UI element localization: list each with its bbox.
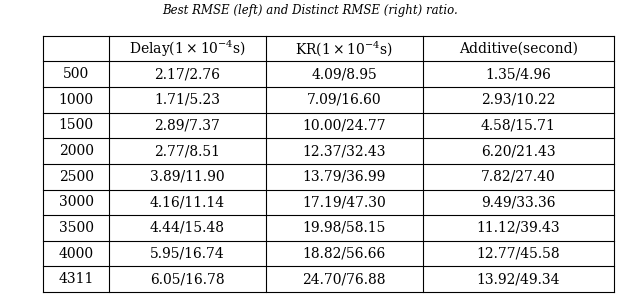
Text: 13.79/36.99: 13.79/36.99 [303, 170, 386, 184]
Text: 4000: 4000 [59, 247, 94, 260]
Text: 1.71/5.23: 1.71/5.23 [154, 93, 221, 107]
Text: 4311: 4311 [58, 272, 94, 286]
Text: 1500: 1500 [59, 119, 94, 132]
Text: 11.12/39.43: 11.12/39.43 [476, 221, 560, 235]
Text: 3.89/11.90: 3.89/11.90 [150, 170, 224, 184]
Text: 12.37/32.43: 12.37/32.43 [303, 144, 386, 158]
Text: 6.05/16.78: 6.05/16.78 [150, 272, 224, 286]
Text: 4.58/15.71: 4.58/15.71 [481, 119, 556, 132]
Text: 13.92/49.34: 13.92/49.34 [477, 272, 560, 286]
Text: 5.95/16.74: 5.95/16.74 [150, 247, 225, 260]
Text: Additive(second): Additive(second) [459, 42, 578, 55]
Text: 2500: 2500 [59, 170, 94, 184]
Text: 7.09/16.60: 7.09/16.60 [307, 93, 381, 107]
Text: 6.20/21.43: 6.20/21.43 [481, 144, 556, 158]
Text: 3000: 3000 [59, 195, 94, 209]
Text: Best RMSE (left) and Distinct RMSE (right) ratio.: Best RMSE (left) and Distinct RMSE (righ… [162, 4, 458, 18]
Text: 18.82/56.66: 18.82/56.66 [303, 247, 386, 260]
Text: 9.49/33.36: 9.49/33.36 [481, 195, 556, 209]
Text: 3500: 3500 [59, 221, 94, 235]
Text: 2.89/7.37: 2.89/7.37 [154, 119, 220, 132]
Text: 2.93/10.22: 2.93/10.22 [481, 93, 556, 107]
Text: 24.70/76.88: 24.70/76.88 [303, 272, 386, 286]
Text: 12.77/45.58: 12.77/45.58 [476, 247, 560, 260]
Text: KR($1 \times 10^{-4}$s): KR($1 \times 10^{-4}$s) [295, 39, 393, 58]
Text: 4.44/15.48: 4.44/15.48 [150, 221, 225, 235]
Text: 17.19/47.30: 17.19/47.30 [303, 195, 386, 209]
Text: 500: 500 [63, 67, 89, 81]
Text: 1000: 1000 [59, 93, 94, 107]
Text: 7.82/27.40: 7.82/27.40 [481, 170, 556, 184]
Text: 1.35/4.96: 1.35/4.96 [485, 67, 551, 81]
Text: Delay($1 \times 10^{-4}$s): Delay($1 \times 10^{-4}$s) [129, 38, 246, 59]
Text: 2.77/8.51: 2.77/8.51 [154, 144, 221, 158]
Text: 2000: 2000 [59, 144, 94, 158]
Text: 4.16/11.14: 4.16/11.14 [150, 195, 225, 209]
Text: 10.00/24.77: 10.00/24.77 [303, 119, 386, 132]
Text: 2.17/2.76: 2.17/2.76 [154, 67, 221, 81]
Text: 4.09/8.95: 4.09/8.95 [311, 67, 377, 81]
Text: 19.98/58.15: 19.98/58.15 [303, 221, 386, 235]
